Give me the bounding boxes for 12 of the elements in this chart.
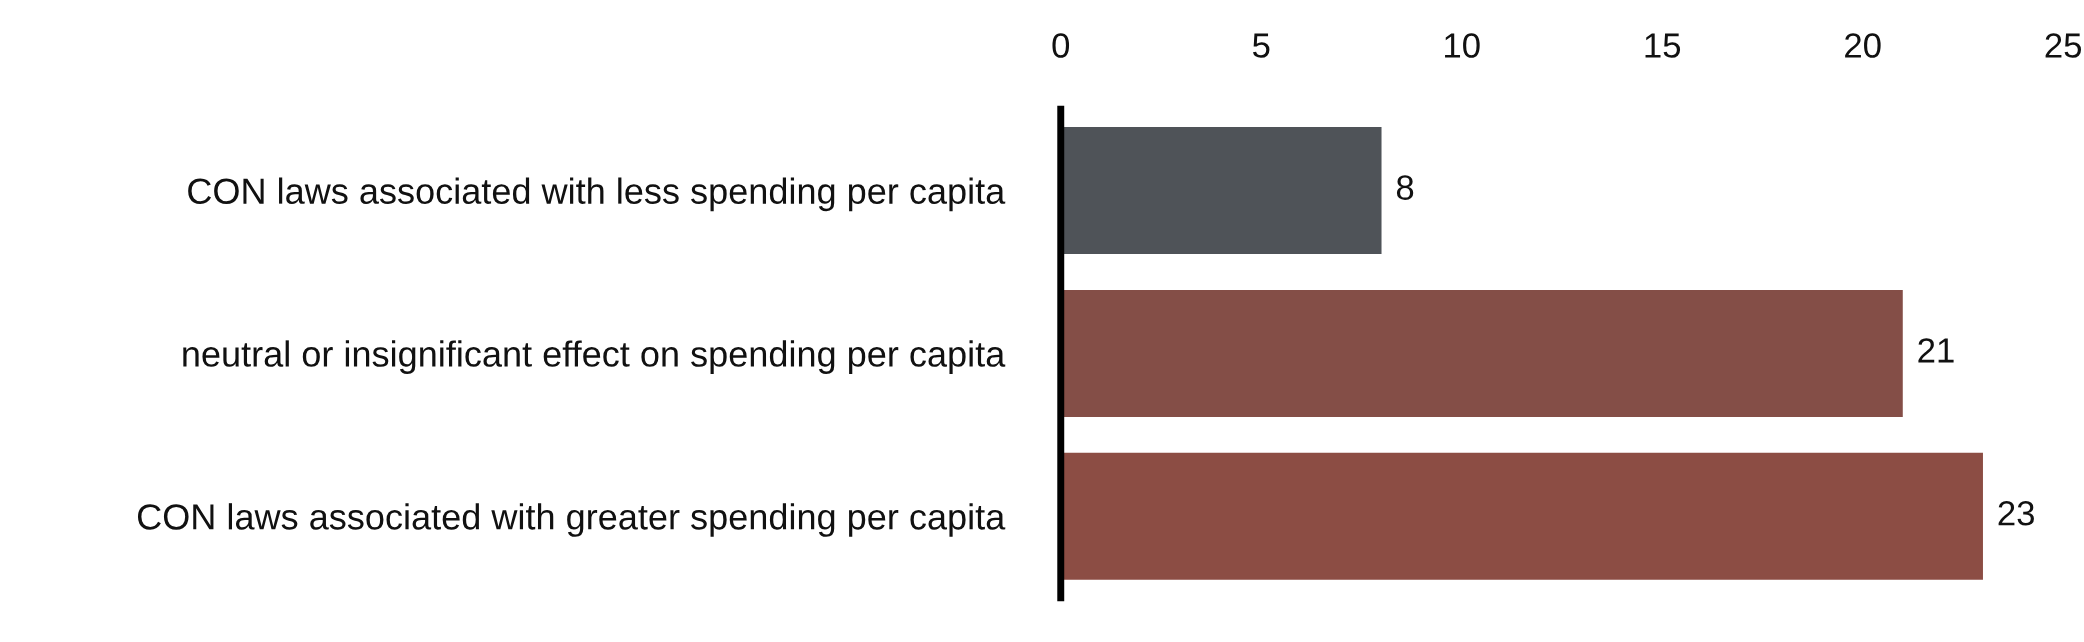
y-tick-label: CON laws associated with less spending per capita <box>188 177 1006 212</box>
x-tick-label: 15 <box>1645 33 1681 58</box>
data-label: 23 <box>1998 501 2034 526</box>
x-tick-label: 5 <box>1252 33 1270 58</box>
data-label: 8 <box>1396 175 1414 200</box>
x-tick-label: 20 <box>1845 33 1881 58</box>
y-tick-label: CON laws associated with greater spending per capita <box>137 503 1006 537</box>
x-tick-label: 25 <box>2045 33 2082 58</box>
x-tick-label: 10 <box>1445 33 1480 58</box>
y-tick-label: neutral or insignificant effect on spending per capita <box>183 340 1006 374</box>
x-tick-label: 0 <box>1052 33 1070 58</box>
data-label: 21 <box>1918 338 1954 363</box>
